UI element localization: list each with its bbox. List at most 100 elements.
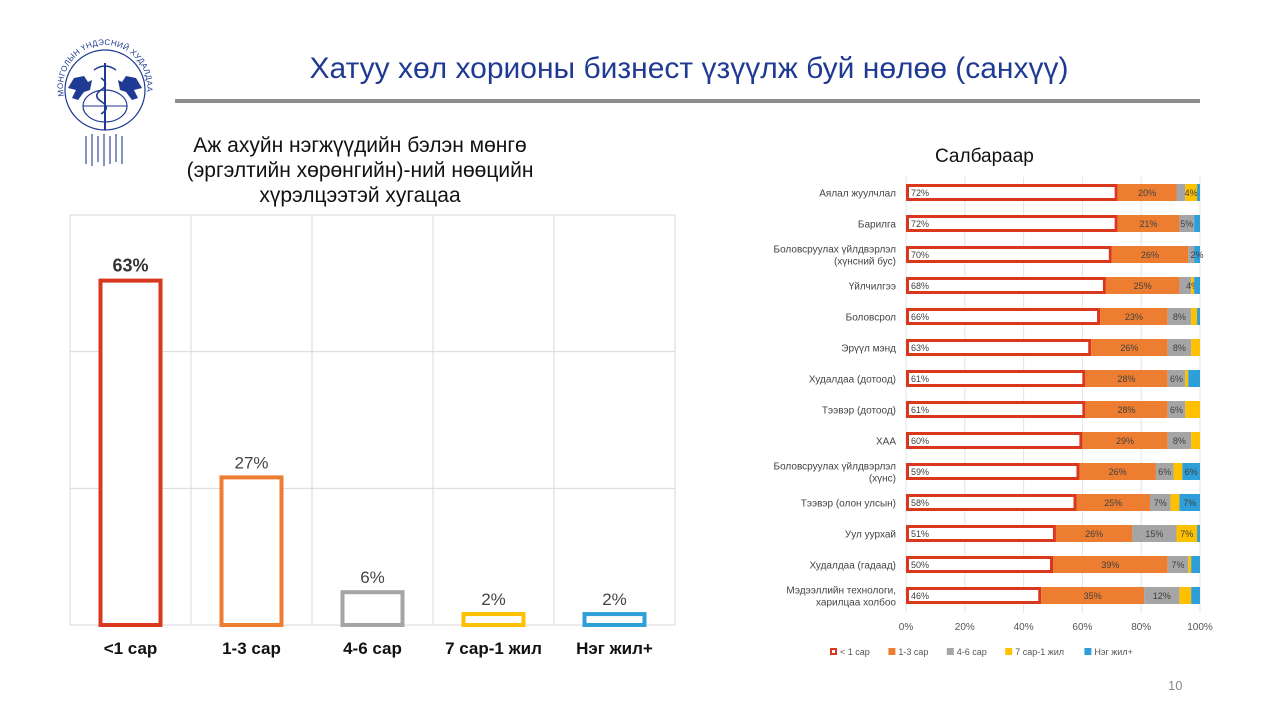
bar-segment (1167, 339, 1192, 356)
segment-value-label: 23% (1125, 312, 1143, 322)
bar-segment (906, 401, 1086, 418)
bar-segment (1167, 432, 1192, 449)
bar-segment (1167, 401, 1186, 418)
segment-value-label: 50% (911, 560, 929, 570)
segment-value-label: 8% (1173, 312, 1186, 322)
segment-value-label: 26% (1141, 250, 1159, 260)
category-label: Уул уурхай (845, 530, 896, 541)
bar-segment (1185, 401, 1200, 418)
bar-segment (1176, 184, 1186, 201)
segment-value-label: 20% (1138, 188, 1156, 198)
bar-segment (1197, 308, 1200, 325)
segment-value-label: 21% (1140, 219, 1158, 229)
bar-segment (1188, 556, 1192, 573)
bar-segment (1188, 370, 1200, 387)
segment-value-label: 7% (1154, 498, 1167, 508)
bar-segment (906, 339, 1092, 356)
bar-segment (1041, 587, 1145, 604)
bar-segment (1150, 494, 1171, 511)
bar-segment (1191, 432, 1200, 449)
segment-value-label: 58% (911, 498, 929, 508)
bar-segment (906, 432, 1083, 449)
bar-segment (1194, 277, 1200, 294)
bar-segment (1082, 432, 1168, 449)
x-tick-label: 40% (1014, 622, 1034, 633)
bar-segment (1179, 587, 1192, 604)
bar-segment (906, 587, 1042, 604)
category-label: <1 сар (104, 639, 158, 658)
bar-segment (1173, 463, 1183, 480)
legend-swatch (946, 648, 954, 655)
sector-stacked-bar-chart: 0% 20% 40% 60% 80% 100% Аялал жуулчлал 72% 20% 4%… (774, 177, 1213, 657)
bar-segment (906, 494, 1077, 511)
category-label: 4-6 сар (343, 639, 402, 658)
category-label: Барилга (858, 220, 897, 231)
segment-value-label: 35% (1084, 591, 1102, 601)
bar (98, 278, 163, 627)
bar-segment (1179, 494, 1200, 511)
bar-segment (906, 277, 1106, 294)
bar-segment (1167, 556, 1189, 573)
bar-segment (1111, 246, 1189, 263)
bar-segment (1179, 215, 1195, 232)
segment-value-label: 59% (911, 467, 929, 477)
segment-value-label: 15% (1145, 529, 1163, 539)
bar-segment (1191, 308, 1198, 325)
segment-value-label: 26% (1085, 529, 1103, 539)
left-chart-title: Аж ахуйн нэгжүүдийн бэлэн мөнгө (эргэлти… (186, 134, 534, 207)
bar-segment (906, 184, 1118, 201)
bar-segment (1191, 277, 1195, 294)
bar-segment (906, 246, 1112, 263)
legend-label: < 1 сар (840, 647, 870, 657)
segment-value-label: 28% (1117, 405, 1135, 415)
bar-segment (1194, 246, 1200, 263)
x-tick-label: 0% (899, 622, 914, 633)
bar-segment (1091, 339, 1168, 356)
segment-value-label: 6% (1170, 405, 1183, 415)
category-label: Үйлчилгээ (849, 282, 896, 293)
bar-segment (906, 308, 1101, 325)
legend-swatch (830, 648, 837, 655)
category-label: Боловсрол (846, 313, 897, 324)
segment-value-label: 6% (1170, 374, 1183, 384)
cash-reserve-bar-chart: 63% <1 сар 27% 1-3 сар 6% 4-6 сар 2% 7 сар-1 жи… (69, 214, 676, 658)
category-label: Худалдаа (гадаад) (809, 561, 896, 572)
segment-value-label: 25% (1104, 498, 1122, 508)
bar-segment (1105, 277, 1180, 294)
page-number: 10 (1168, 678, 1183, 693)
bar-segment (1191, 587, 1200, 604)
category-label: Боловсруулах үйлдвэрлэл (хүнс) (774, 462, 897, 485)
segment-value-label: 7% (1180, 529, 1193, 539)
bar-segment (1197, 184, 1200, 201)
category-label: Мэдээллийн технологи, харилцаа холбоо (786, 586, 896, 609)
bar-value-label: 2% (481, 590, 506, 609)
bar-segment (1100, 308, 1168, 325)
bar-segment (1191, 556, 1200, 573)
segment-value-label: 72% (911, 188, 929, 198)
legend-swatch (1005, 648, 1013, 655)
bar-segment (1179, 277, 1192, 294)
bar-segment (1085, 370, 1168, 387)
bar (461, 612, 526, 628)
bar-segment (1085, 401, 1168, 418)
bar-segment (1188, 246, 1195, 263)
segment-value-label: 61% (911, 374, 929, 384)
bar-segment (1132, 525, 1177, 542)
bar-value-label: 6% (360, 568, 385, 587)
legend-swatch (888, 648, 896, 655)
segment-value-label: 7% (1183, 498, 1196, 508)
bar-segment (906, 556, 1053, 573)
legend-swatch (1084, 648, 1092, 655)
segment-value-label: 26% (1109, 467, 1127, 477)
category-label: 1-3 сар (222, 639, 281, 658)
slide-title: Хатуу хөл хорионы бизнест үзүүлж буй нөл… (309, 52, 1069, 85)
bar-segment (1167, 308, 1192, 325)
category-label: Тээвэр (дотоод) (822, 406, 896, 417)
segment-value-label: 28% (1117, 374, 1135, 384)
bar-segment (1170, 494, 1180, 511)
segment-value-label: 5% (1180, 219, 1193, 229)
bar-value-label: 2% (602, 590, 627, 609)
bar-segment (1155, 463, 1174, 480)
segment-value-label: 60% (911, 436, 929, 446)
segment-value-label: 25% (1134, 281, 1152, 291)
